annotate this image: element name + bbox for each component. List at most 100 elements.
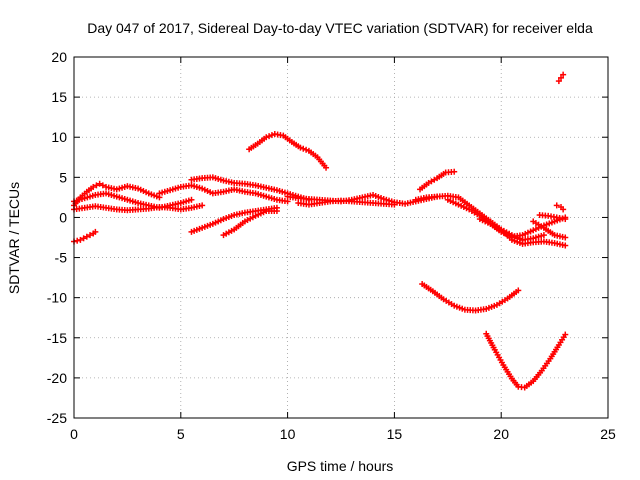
series-arc-11 bbox=[295, 197, 398, 208]
data-point bbox=[199, 202, 206, 209]
data-point bbox=[273, 187, 288, 196]
data-point bbox=[273, 208, 280, 215]
data-point bbox=[547, 344, 561, 362]
data-point bbox=[199, 185, 214, 196]
data-point bbox=[425, 176, 438, 186]
y-tick-label: 15 bbox=[51, 89, 67, 105]
x-axis-label: GPS time / hours bbox=[287, 458, 394, 474]
data-point bbox=[188, 225, 203, 235]
series-arc-16 bbox=[498, 226, 569, 249]
data-point bbox=[280, 132, 293, 144]
data-point bbox=[553, 202, 560, 209]
data-point bbox=[508, 236, 523, 246]
data-point bbox=[538, 358, 552, 374]
axis-ticks: 0 5 10 15 20 25 -25 -20 -15 -10 -5 0 5 10 15 20 bbox=[47, 49, 616, 442]
data-point bbox=[103, 204, 118, 213]
data-point bbox=[241, 208, 256, 216]
data-point bbox=[263, 193, 278, 202]
data-point bbox=[124, 196, 139, 206]
data-point bbox=[530, 218, 545, 230]
data-point bbox=[135, 185, 150, 196]
data-point bbox=[455, 201, 470, 212]
data-point bbox=[551, 240, 566, 248]
data-point bbox=[252, 182, 267, 191]
data-point bbox=[81, 203, 96, 211]
chart-title: Day 047 of 2017, Sidereal Day-to-day VTE… bbox=[87, 20, 593, 36]
data-point bbox=[90, 182, 100, 190]
data-point bbox=[92, 203, 107, 211]
data-point bbox=[297, 144, 310, 153]
data-point bbox=[519, 239, 534, 247]
data-point bbox=[156, 187, 171, 197]
data-point bbox=[77, 235, 87, 243]
data-point bbox=[81, 192, 96, 202]
data-point bbox=[113, 193, 128, 202]
series-arc-9 bbox=[246, 131, 330, 171]
y-axis-label: SDTVAR / TECUs bbox=[6, 182, 22, 294]
series-arc-5 bbox=[156, 182, 291, 205]
y-tick-label: -15 bbox=[47, 330, 67, 346]
series-arc-20 bbox=[419, 281, 522, 314]
y-tick-label: -20 bbox=[47, 370, 67, 386]
data-point bbox=[83, 232, 94, 240]
y-tick-label: 0 bbox=[59, 209, 67, 225]
data-point bbox=[451, 302, 466, 312]
data-point bbox=[429, 288, 445, 301]
data-point bbox=[472, 306, 487, 314]
data-point bbox=[562, 242, 569, 249]
x-tick-label: 0 bbox=[70, 426, 78, 442]
data-point bbox=[273, 196, 288, 204]
data-point bbox=[508, 375, 520, 388]
data-point bbox=[562, 216, 569, 223]
data-point bbox=[323, 164, 330, 171]
data-point bbox=[498, 226, 513, 241]
data-point bbox=[562, 331, 569, 338]
data-point bbox=[295, 200, 310, 208]
series-arc-4 bbox=[71, 228, 99, 245]
data-point bbox=[483, 302, 498, 312]
data-point bbox=[555, 78, 562, 85]
data-point bbox=[220, 186, 235, 195]
data-point bbox=[177, 197, 192, 207]
data-point bbox=[530, 232, 545, 242]
data-points bbox=[71, 71, 569, 391]
data-point bbox=[220, 177, 235, 186]
data-point bbox=[284, 193, 299, 201]
data-point bbox=[540, 232, 547, 239]
data-point bbox=[515, 287, 522, 294]
data-point bbox=[442, 168, 455, 176]
data-point bbox=[188, 203, 203, 211]
data-point bbox=[92, 228, 99, 235]
x-tick-label: 20 bbox=[493, 426, 509, 442]
data-point bbox=[451, 168, 458, 175]
plot-frame bbox=[73, 56, 609, 419]
data-point bbox=[188, 182, 203, 191]
data-point bbox=[305, 147, 319, 159]
y-tick-label: 10 bbox=[51, 129, 67, 145]
data-point bbox=[209, 189, 224, 197]
data-point bbox=[103, 190, 118, 199]
data-point bbox=[314, 154, 328, 169]
data-point bbox=[305, 200, 320, 208]
data-point bbox=[231, 210, 246, 219]
x-tick-label: 25 bbox=[600, 426, 616, 442]
grid bbox=[74, 57, 608, 418]
data-point bbox=[177, 205, 192, 213]
data-point bbox=[209, 174, 224, 183]
series-arc-18 bbox=[536, 212, 569, 223]
x-tick-label: 5 bbox=[177, 426, 185, 442]
data-point bbox=[444, 192, 459, 200]
series-arc-14 bbox=[444, 196, 547, 243]
data-point bbox=[188, 175, 203, 183]
y-tick-label: -5 bbox=[55, 250, 68, 266]
data-point bbox=[519, 228, 534, 239]
series-arc-22 bbox=[555, 71, 567, 85]
data-point bbox=[359, 192, 374, 201]
data-point bbox=[500, 362, 514, 380]
data-point bbox=[177, 182, 192, 190]
data-point bbox=[71, 237, 81, 245]
data-point bbox=[491, 346, 505, 366]
data-point bbox=[271, 131, 284, 139]
series-arc-12 bbox=[417, 168, 458, 193]
